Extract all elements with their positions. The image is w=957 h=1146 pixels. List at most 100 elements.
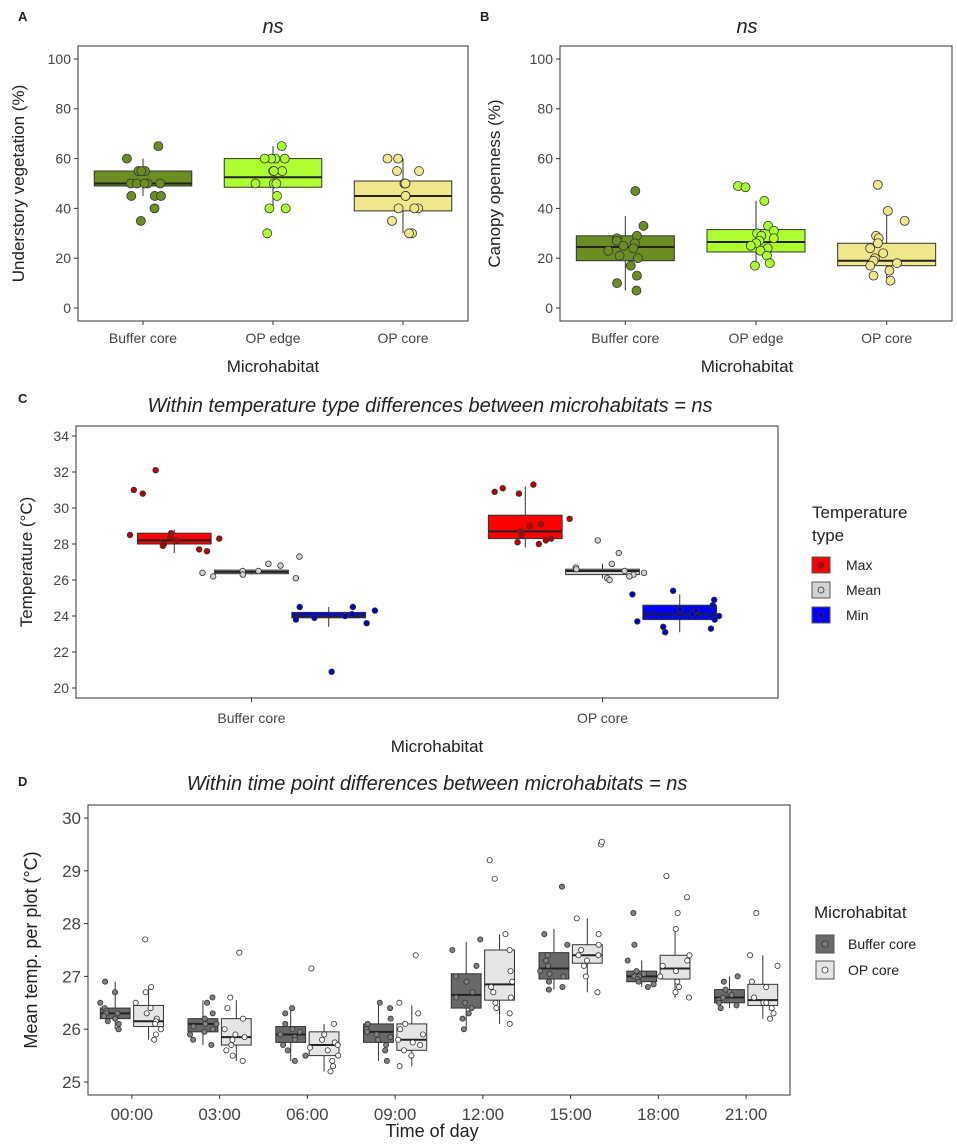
dot-buffer-point [296, 1028, 303, 1035]
panel-d-frame [87, 804, 791, 1096]
dot-buffer-point [201, 1015, 208, 1022]
dot-1-point [759, 196, 770, 206]
dot-0-point [136, 166, 147, 176]
box-max-1-box [487, 514, 563, 540]
box-op-4-box [484, 949, 515, 1001]
y-tick-label: 28 [62, 915, 81, 934]
y-axis-title: Canopy openness (%) [485, 99, 504, 267]
dot-op-point [506, 1010, 513, 1017]
dot-buffer-point [97, 999, 104, 1006]
dot-0-point [603, 245, 614, 256]
dot-buffer-point [201, 1028, 208, 1035]
dot-op-point [751, 994, 758, 1001]
y-axis-title: Temperature (°C) [17, 497, 36, 628]
dot-max-point [542, 537, 550, 544]
legend-label-mean: Mean [846, 582, 881, 598]
dot-0-point [632, 270, 642, 281]
x-tick-label: OP edge [245, 330, 300, 346]
dot-buffer-point [541, 931, 548, 938]
dot-1-point [750, 260, 760, 271]
y-tick-label: 60 [537, 151, 553, 167]
x-tick-label: OP core [377, 330, 428, 346]
dot-max-point [130, 486, 137, 494]
dot-0-point [614, 250, 625, 261]
dot-2-point [878, 248, 889, 259]
y-tick-label: 100 [48, 51, 72, 67]
dot-buffer-point [289, 1026, 296, 1033]
dot-2-point [865, 260, 876, 271]
dot-op-point [507, 994, 514, 1001]
dot-2-point [400, 178, 411, 189]
dot-0-point [155, 178, 166, 189]
dot-min-point [676, 605, 684, 612]
dot-op-point [221, 1026, 228, 1033]
dot-2-point [873, 238, 883, 249]
dot-buffer-point [209, 1026, 216, 1033]
dot-buffer-point [112, 1015, 119, 1022]
panel-d-letter: D [18, 774, 27, 789]
dot-1-point [280, 203, 291, 214]
dot-op-point [763, 983, 770, 990]
dot-mean-point [239, 571, 247, 578]
dot-op-point [748, 978, 755, 985]
dot-min-point [669, 587, 677, 594]
dot-mean-point [296, 553, 303, 560]
dot-op-point [408, 1052, 415, 1059]
dot-max-point [139, 490, 146, 497]
dot-buffer-point [449, 947, 456, 954]
dot-op-point [152, 1031, 159, 1038]
dot-op-point [763, 999, 770, 1006]
dot-1-point [268, 166, 279, 176]
dot-op-point [490, 989, 497, 996]
dot-buffer-point [383, 1057, 390, 1064]
dot-op-point [306, 1044, 313, 1051]
dot-buffer-point [564, 941, 571, 948]
dot-1-point [277, 166, 288, 176]
dot-max-point [216, 535, 223, 542]
dot-buffer-point [641, 970, 648, 977]
dot-op-point [327, 1068, 334, 1075]
dot-op-point [672, 968, 679, 975]
dot-min-point [711, 616, 718, 623]
dot-buffer-point [382, 1047, 389, 1054]
dot-mean-point [199, 569, 206, 576]
y-tick-label: 80 [55, 101, 71, 117]
y-tick-label: 27 [62, 967, 81, 986]
dot-op-point [232, 1031, 239, 1038]
x-tick-label: 00:00 [111, 1105, 154, 1124]
dot-buffer-point [635, 978, 642, 985]
dot-max-point [499, 485, 506, 492]
x-axis-title: Microhabitat [391, 737, 484, 756]
dot-mean-point [265, 560, 272, 567]
dot-op-point [595, 952, 602, 959]
dot-min-point [348, 611, 356, 618]
dot-op-point [507, 968, 514, 975]
dot-0-point [126, 191, 137, 201]
dot-2-point [872, 179, 883, 190]
dot-buffer-point [624, 957, 631, 964]
dot-mean-point [594, 537, 601, 544]
dot-buffer-point [545, 986, 552, 993]
dot-1-point [755, 245, 766, 256]
dot-buffer-point [722, 986, 729, 993]
dot-buffer-point [387, 1015, 394, 1022]
dot-op-point [580, 962, 587, 969]
dot-buffer-point [462, 999, 469, 1006]
x-tick-label: 06:00 [286, 1105, 329, 1124]
y-tick-label: 24 [53, 608, 69, 624]
y-tick-label: 29 [62, 862, 81, 881]
y-tick-label: 0 [63, 300, 71, 316]
dot-min-point [363, 620, 370, 627]
dot-op-point [686, 952, 693, 959]
dot-min-point [660, 623, 667, 630]
y-tick-label: 0 [545, 300, 553, 316]
dot-op-point [575, 952, 582, 959]
x-tick-label: 12:00 [462, 1105, 505, 1124]
dot-buffer-point [559, 983, 566, 990]
dot-buffer-point [114, 1010, 121, 1017]
y-tick-label: 34 [53, 428, 69, 444]
dot-mean-point [277, 562, 284, 569]
dot-buffer-point [719, 994, 726, 1001]
dot-2-point [400, 191, 411, 201]
dot-buffer-point [202, 1020, 209, 1027]
